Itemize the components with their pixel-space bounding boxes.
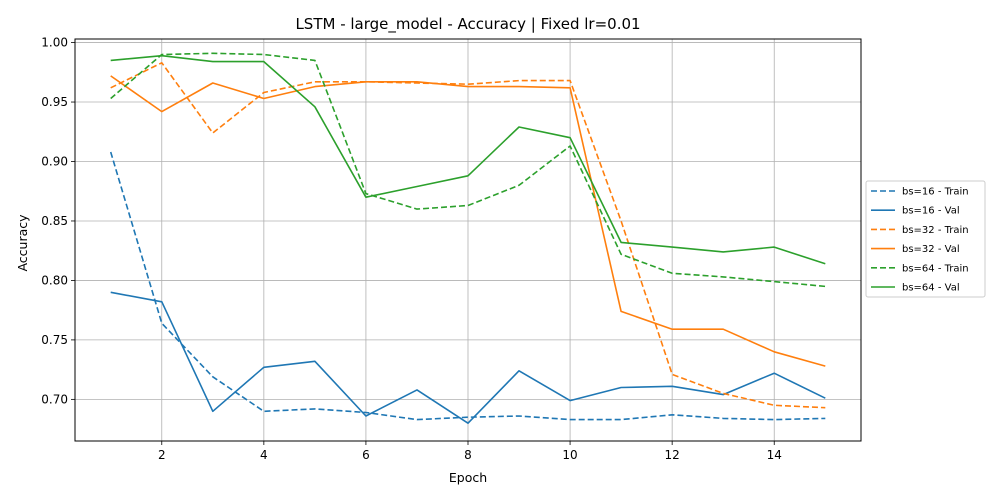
legend-label: bs=32 - Val <box>902 244 960 255</box>
y-tick-label: 1.00 <box>41 36 68 50</box>
x-tick-label: 12 <box>665 448 680 462</box>
y-tick-label: 0.95 <box>41 95 68 109</box>
x-axis-label: Epoch <box>449 470 487 485</box>
y-tick-label: 0.80 <box>41 273 68 287</box>
legend-label: bs=64 - Val <box>902 283 960 294</box>
y-tick-label: 0.90 <box>41 155 68 169</box>
x-tick-label: 6 <box>362 448 370 462</box>
y-tick-label: 0.85 <box>41 214 68 228</box>
x-tick-label: 14 <box>767 448 782 462</box>
series-line-bs-16-train <box>109 151 826 421</box>
grid <box>75 39 861 441</box>
y-tick-label: 0.70 <box>41 392 68 406</box>
chart-title: LSTM - large_model - Accuracy | Fixed lr… <box>295 15 640 34</box>
series-line-bs-32-train <box>110 61 826 409</box>
y-tick-label: 0.75 <box>41 333 68 347</box>
x-tick-label: 10 <box>562 448 577 462</box>
series-line-bs-16-val <box>110 291 826 425</box>
y-axis-label: Accuracy <box>15 214 30 272</box>
legend-label: bs=32 - Train <box>902 225 969 236</box>
legend-label: bs=64 - Train <box>902 263 969 274</box>
legend: bs=16 - Train bs=16 - Val bs=32 - Train bs=… <box>865 180 986 298</box>
legend-label: bs=16 - Val <box>902 206 960 217</box>
series-lines <box>109 52 826 425</box>
series-line-bs-64-val <box>110 54 826 265</box>
x-tick-label: 4 <box>260 448 268 462</box>
series-line-bs-64-train <box>110 52 826 288</box>
axis-ticks: 2 4 6 8 10 12 14 0.70 0.75 0.80 0.85 0.90 0.95 1.00 <box>41 36 782 462</box>
legend-label: bs=16 - Train <box>902 187 969 198</box>
x-tick-label: 2 <box>158 448 166 462</box>
series-line-bs-32-val <box>110 75 826 367</box>
x-tick-label: 8 <box>464 448 472 462</box>
legend-box <box>865 180 986 298</box>
